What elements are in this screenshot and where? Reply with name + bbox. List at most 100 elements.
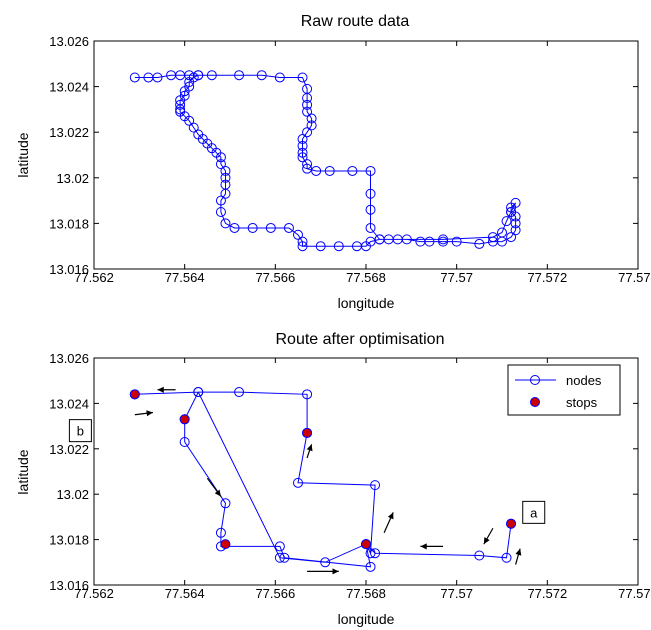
- data-point: [175, 104, 186, 115]
- direction-arrow-head: [387, 512, 394, 520]
- data-point: [365, 188, 376, 199]
- data-point: [324, 165, 335, 176]
- optimised-route-chart: Route after optimisation 77.562 77.564 77.…: [15, 331, 651, 627]
- y-tick-label: 13.024: [49, 80, 89, 95]
- data-point: [220, 188, 231, 199]
- x-tick-label: 77.572: [527, 270, 567, 285]
- data-point: [234, 387, 245, 398]
- annotation-label: a: [530, 505, 538, 520]
- y-tick-labels: 13.016 13.018 13.02 13.022 13.024 13.026: [49, 34, 638, 277]
- data-point: [365, 548, 376, 559]
- direction-arrow-head: [157, 386, 164, 393]
- data-point: [302, 83, 313, 94]
- data-point: [311, 165, 322, 176]
- data-point: [501, 552, 512, 563]
- x-tick-labels: 77.562 77.564 77.566 77.568 77.57 77.572 77.57…: [74, 41, 651, 285]
- x-tick-label: 77.57: [440, 270, 473, 285]
- y-tick-label: 13.022: [49, 125, 89, 140]
- data-point: [256, 70, 267, 81]
- data-point: [129, 72, 140, 83]
- data-point: [320, 557, 331, 568]
- data-point: [179, 86, 190, 97]
- data-point: [401, 234, 412, 245]
- data-point: [302, 163, 313, 174]
- data-point: [487, 232, 498, 243]
- data-point: [315, 241, 326, 252]
- plot-frame: [93, 40, 639, 270]
- y-tick-label: 13.02: [56, 487, 89, 502]
- x-tick-label: 77.572: [527, 586, 567, 601]
- legend-stops-label: stops: [566, 395, 598, 410]
- data-point: [188, 122, 199, 133]
- direction-arrow-head: [214, 489, 221, 497]
- annotations: ab: [68, 419, 546, 524]
- data-point: [293, 229, 303, 240]
- data-point: [306, 120, 317, 131]
- x-tick-label: 77.564: [165, 586, 205, 601]
- x-tick-label: 77.574: [618, 586, 651, 601]
- data-point: [347, 165, 358, 176]
- data-point: [510, 197, 521, 208]
- stop-point: [506, 518, 517, 529]
- data-point: [365, 204, 376, 215]
- data-point: [220, 218, 231, 229]
- chart-title: Raw route data: [301, 13, 410, 30]
- legend-nodes-label: nodes: [566, 373, 602, 388]
- data-point: [193, 387, 204, 398]
- data-point: [229, 222, 240, 233]
- data-point: [365, 165, 376, 176]
- annotation-box: [522, 500, 546, 524]
- data-point: [438, 236, 449, 247]
- data-point: [302, 99, 313, 110]
- data-point: [306, 113, 317, 124]
- x-tick-label: 77.568: [346, 270, 386, 285]
- x-tick-label: 77.57: [440, 586, 473, 601]
- direction-arrow-head: [515, 548, 522, 556]
- data-point: [215, 207, 226, 217]
- data-point: [302, 106, 313, 117]
- data-point: [510, 225, 521, 236]
- x-axis-label: longitude: [338, 611, 395, 627]
- data-point: [506, 207, 517, 217]
- data-point: [279, 552, 290, 563]
- data-point: [374, 234, 385, 245]
- data-point: [220, 172, 231, 183]
- stop-point: [302, 427, 313, 438]
- data-point: [184, 115, 195, 126]
- data-point: [297, 72, 308, 83]
- data-point: [184, 77, 195, 88]
- data-point: [302, 389, 313, 400]
- x-tick-label: 77.566: [255, 586, 295, 601]
- chart-title: Route after optimisation: [276, 331, 445, 348]
- direction-arrow-head: [332, 568, 339, 575]
- data-point: [215, 195, 226, 206]
- data-point: [474, 550, 485, 561]
- legend-nodes-marker: [530, 375, 540, 385]
- x-tick-label: 77.562: [74, 270, 114, 285]
- data-point: [497, 227, 507, 238]
- legend-stops-marker: [530, 397, 540, 407]
- x-tick-label: 77.562: [74, 586, 114, 601]
- y-axis-label: latitude: [15, 449, 31, 494]
- stop-point: [129, 389, 140, 400]
- direction-arrow-head: [483, 537, 490, 545]
- direction-arrow-head: [420, 543, 427, 550]
- data-point: [274, 72, 285, 83]
- raw-route-chart: Raw route data 77.562 77.564 77.566 77.568 7…: [15, 13, 651, 311]
- data-point: [451, 236, 462, 247]
- x-tick-label: 77.566: [255, 270, 295, 285]
- data-point: [333, 241, 344, 252]
- data-point: [297, 147, 308, 158]
- legend-box: [507, 364, 621, 416]
- data-point: [215, 159, 226, 170]
- stop-point: [179, 414, 190, 425]
- data-point: [215, 527, 226, 538]
- y-tick-label: 13.026: [49, 351, 89, 366]
- data-marks: [129, 387, 517, 572]
- data-point: [265, 222, 276, 233]
- y-tick-label: 13.016: [49, 262, 89, 277]
- data-point: [297, 241, 308, 252]
- data-point: [370, 548, 381, 559]
- y-axis-label: latitude: [15, 132, 31, 177]
- data-point: [506, 232, 517, 243]
